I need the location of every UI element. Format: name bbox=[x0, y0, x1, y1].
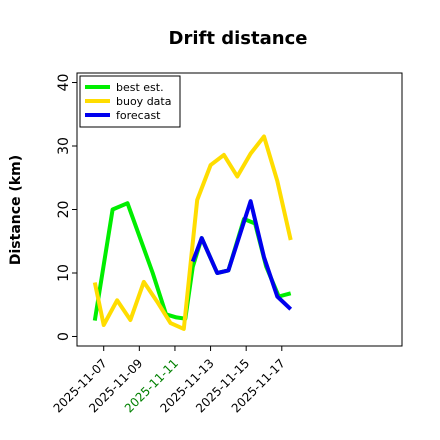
y-tick-label: 0 bbox=[56, 332, 72, 341]
legend-entry-label: forecast bbox=[116, 109, 161, 122]
series-line-forecast bbox=[190, 199, 293, 311]
y-tick-label: 10 bbox=[56, 264, 72, 282]
legend-entry-label: best est. bbox=[116, 81, 164, 94]
chart-title: Drift distance bbox=[169, 28, 308, 49]
plot-area bbox=[92, 134, 293, 331]
legend-entry-label: buoy data bbox=[116, 95, 171, 108]
y-tick-label: 30 bbox=[56, 137, 72, 155]
y-axis: 0 10 20 30 40 bbox=[56, 74, 77, 341]
series-line-buoy-data bbox=[92, 134, 293, 331]
y-tick-label: 20 bbox=[56, 201, 72, 219]
x-axis: 2025-11-072025-11-092025-11-112025-11-13… bbox=[51, 346, 288, 415]
y-tick-label: 40 bbox=[56, 74, 72, 92]
y-axis-label: Distance (km) bbox=[8, 155, 24, 265]
